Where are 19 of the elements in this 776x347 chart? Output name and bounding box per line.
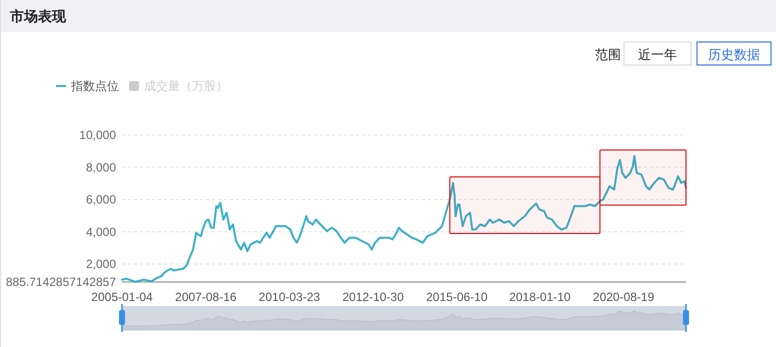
y-tick-label: 10,000 [79,128,116,142]
line-series [121,154,687,283]
text: 范围 [595,48,621,63]
y-tick-label: 4,000 [86,224,116,239]
x-tick-label: 2007-08-16 [175,290,237,304]
y-tick-label: 2,000 [86,257,116,272]
text: 近一年 [638,48,677,63]
legend-label: 指数点位 [70,79,119,93]
text: 历史数据 [708,48,760,63]
y-tick-label: 6,000 [86,192,116,207]
x-tick-label: 2015-06-10 [426,290,488,304]
x-tick-label: 2020-08-19 [592,290,655,304]
y-tick-label: 8,000 [86,160,116,174]
chart-title: 市场表现 [9,8,67,25]
x-tick-label: 2005-01-04 [91,290,154,304]
x-tick-label: 2012-10-30 [342,290,404,304]
y-tick-label: 885.7142857142857 [6,275,116,289]
x-tick-label: 2010-03-23 [258,290,320,304]
x-tick-label: 2018-01-10 [509,290,571,304]
